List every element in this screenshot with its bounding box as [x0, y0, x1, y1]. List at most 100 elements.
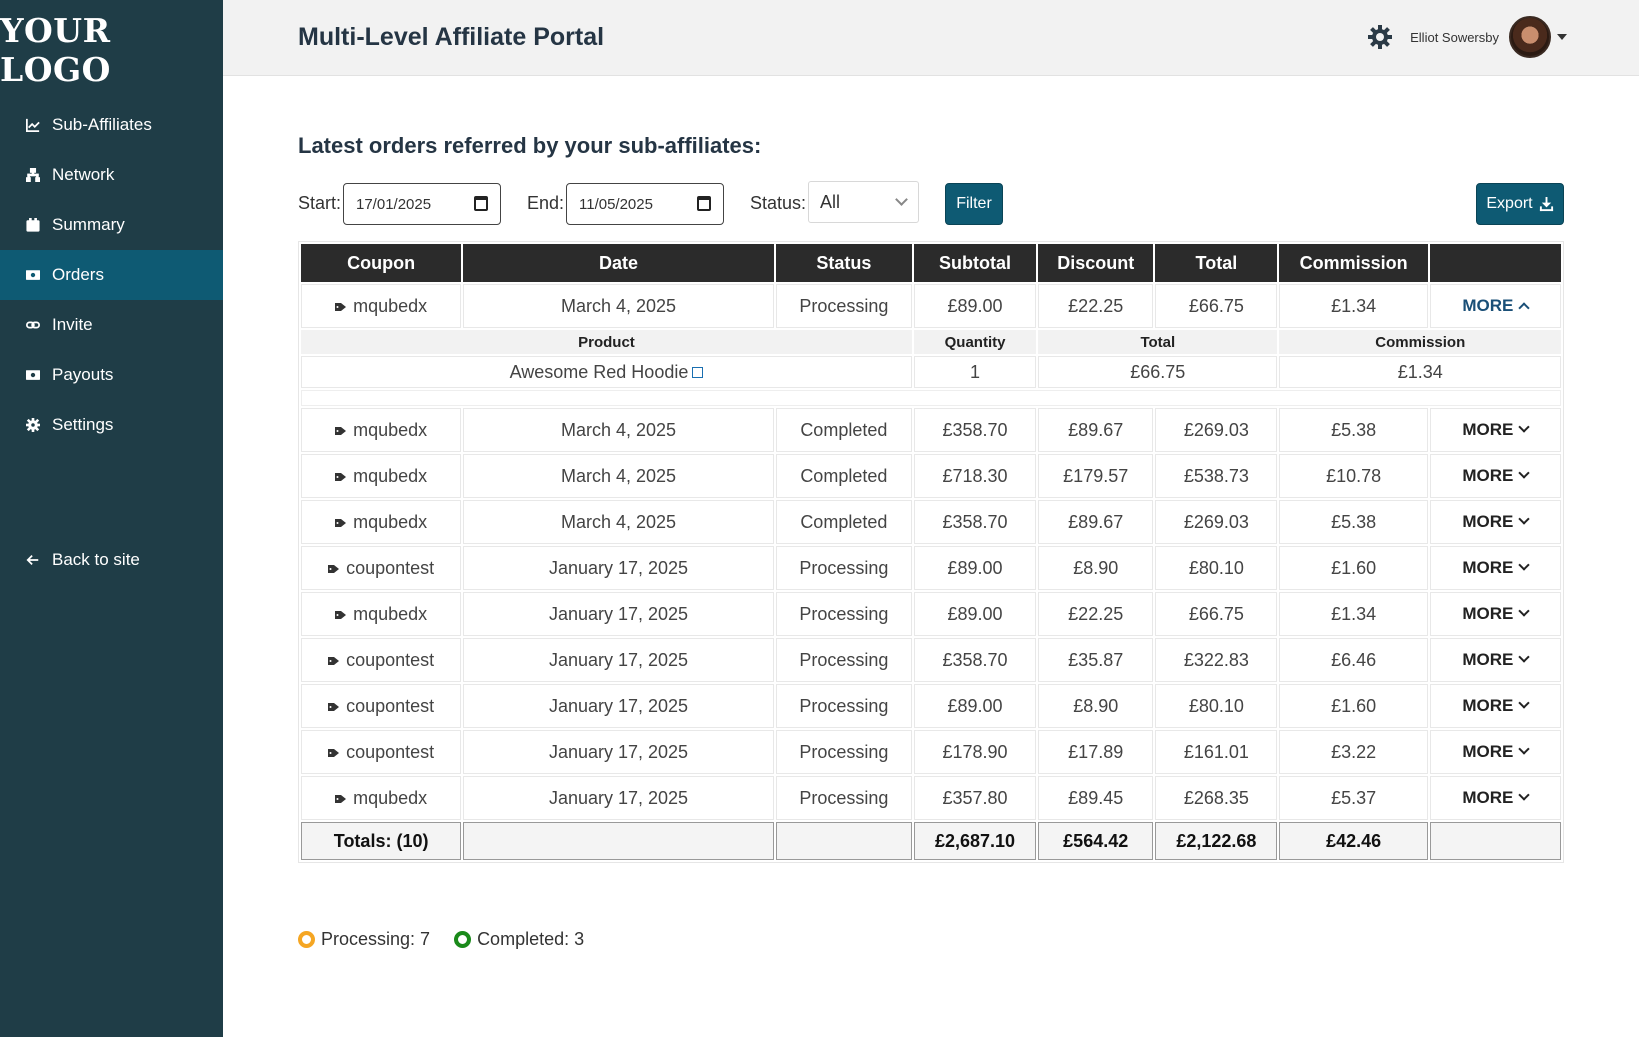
- sidebar-item-settings[interactable]: Settings: [0, 400, 223, 450]
- commission-cell: £1.60: [1279, 546, 1428, 590]
- more-toggle-button[interactable]: MORE: [1429, 592, 1561, 636]
- section-title: Latest orders referred by your sub-affil…: [298, 133, 762, 158]
- user-name[interactable]: Elliot Sowersby: [1410, 29, 1499, 45]
- total-cell: £269.03: [1155, 500, 1278, 544]
- date-cell: March 4, 2025: [463, 454, 774, 498]
- sidebar-item-invite[interactable]: Invite: [0, 300, 223, 350]
- link-icon: [25, 317, 41, 333]
- calendar-icon: [25, 217, 41, 233]
- calendar-icon[interactable]: [474, 196, 488, 211]
- col-header-discount[interactable]: Discount: [1038, 244, 1154, 282]
- calendar-icon[interactable]: [697, 196, 711, 211]
- chart-line-icon: [25, 117, 41, 133]
- legend-processing: Processing: 7: [298, 929, 430, 950]
- status-cell: Processing: [775, 592, 912, 636]
- date-cell: January 17, 2025: [463, 684, 774, 728]
- col-header-total[interactable]: Total: [1155, 244, 1278, 282]
- coupon-cell: coupontest: [301, 638, 462, 682]
- expanded-col-total: Total: [1038, 330, 1278, 354]
- subtotal-cell: £718.30: [913, 454, 1037, 498]
- external-link-icon[interactable]: [692, 367, 704, 379]
- export-button[interactable]: Export: [1476, 183, 1564, 225]
- col-header-date[interactable]: Date: [463, 244, 774, 282]
- more-toggle-button[interactable]: MORE: [1429, 638, 1561, 682]
- more-label: MORE: [1462, 296, 1514, 315]
- discount-cell: £17.89: [1038, 730, 1154, 774]
- quantity-cell: 1: [913, 356, 1037, 388]
- avatar[interactable]: [1509, 16, 1551, 58]
- more-toggle-button[interactable]: MORE: [1429, 408, 1561, 452]
- end-date-value: 11/05/2025: [579, 195, 653, 213]
- more-toggle-button[interactable]: MORE: [1429, 284, 1561, 328]
- coupon-value: mqubedx: [353, 603, 428, 624]
- commission-cell: £1.60: [1279, 684, 1428, 728]
- sidebar-item-label: Summary: [52, 215, 125, 234]
- more-toggle-button[interactable]: MORE: [1429, 500, 1561, 544]
- sidebar-item-network[interactable]: Network: [0, 150, 223, 200]
- gear-icon: [25, 417, 41, 433]
- commission-cell: £1.34: [1279, 592, 1428, 636]
- status-label: Status:: [750, 193, 807, 213]
- commission-cell: £5.38: [1279, 500, 1428, 544]
- table-row: coupontest January 17, 2025 Processing £358…: [301, 638, 1561, 682]
- more-label: MORE: [1462, 604, 1514, 623]
- commission-cell: £5.37: [1279, 776, 1428, 820]
- filter-button[interactable]: Filter: [945, 183, 1003, 225]
- sidebar-item-payouts[interactable]: Payouts: [0, 350, 223, 400]
- col-header-commission[interactable]: Commission: [1279, 244, 1428, 282]
- sidebar-nav: Sub-Affiliates Network Summary Orders In…: [0, 100, 223, 585]
- more-toggle-button[interactable]: MORE: [1429, 454, 1561, 498]
- table-row: mqubedx March 4, 2025 Processing £89.00 £22.…: [301, 284, 1561, 328]
- filters-bar: Start: 17/01/2025 End: 11/05/2025 Status…: [298, 181, 1564, 225]
- tag-icon: [328, 702, 340, 711]
- subtotal-cell: £358.70: [913, 500, 1037, 544]
- total-cell: £268.35: [1155, 776, 1278, 820]
- totals-empty: [775, 822, 912, 860]
- totals-subtotal: £2,687.10: [913, 822, 1037, 860]
- tag-icon: [335, 472, 347, 481]
- back-to-site-link[interactable]: Back to site: [0, 535, 223, 585]
- status-select[interactable]: All: [808, 181, 919, 223]
- product-link[interactable]: Awesome Red Hoodie: [509, 361, 689, 382]
- commission-cell: £10.78: [1279, 454, 1428, 498]
- more-toggle-button[interactable]: MORE: [1429, 546, 1561, 590]
- expanded-col-quantity: Quantity: [913, 330, 1037, 354]
- coupon-value: coupontest: [346, 557, 435, 578]
- more-toggle-button[interactable]: MORE: [1429, 730, 1561, 774]
- discount-cell: £8.90: [1038, 546, 1154, 590]
- expanded-product-row: Awesome Red Hoodie 1 £66.75 £1.34: [301, 356, 1561, 388]
- sidebar-item-orders[interactable]: Orders: [0, 250, 223, 300]
- coupon-cell: mqubedx: [301, 454, 462, 498]
- more-toggle-button[interactable]: MORE: [1429, 684, 1561, 728]
- coupon-cell: mqubedx: [301, 408, 462, 452]
- end-label: End:: [527, 193, 565, 213]
- col-header-coupon[interactable]: Coupon: [301, 244, 462, 282]
- end-date-input[interactable]: 11/05/2025: [566, 183, 724, 225]
- commission-cell: £6.46: [1279, 638, 1428, 682]
- tag-icon: [328, 748, 340, 757]
- start-date-input[interactable]: 17/01/2025: [343, 183, 501, 225]
- settings-gear-icon[interactable]: [1366, 23, 1394, 51]
- col-header-actions: [1429, 244, 1561, 282]
- col-header-status[interactable]: Status: [775, 244, 912, 282]
- discount-cell: £8.90: [1038, 684, 1154, 728]
- coupon-cell: coupontest: [301, 684, 462, 728]
- status-cell: Processing: [775, 684, 912, 728]
- user-menu: Elliot Sowersby: [1366, 16, 1567, 58]
- expanded-header-row: Product Quantity Total Commission: [301, 330, 1561, 354]
- start-date-value: 17/01/2025: [356, 195, 432, 213]
- sidebar: YOUR LOGO Sub-Affiliates Network Summary…: [0, 0, 223, 1037]
- totals-commission: £42.46: [1279, 822, 1428, 860]
- sidebar-item-summary[interactable]: Summary: [0, 200, 223, 250]
- more-toggle-button[interactable]: MORE: [1429, 776, 1561, 820]
- totals-empty: [1429, 822, 1561, 860]
- commission-cell: £5.38: [1279, 408, 1428, 452]
- logo[interactable]: YOUR LOGO: [0, 11, 111, 89]
- total-cell: £161.01: [1155, 730, 1278, 774]
- coupon-value: mqubedx: [353, 465, 428, 486]
- chevron-down-icon[interactable]: [1557, 34, 1567, 40]
- col-header-subtotal[interactable]: Subtotal: [913, 244, 1037, 282]
- date-cell: January 17, 2025: [463, 776, 774, 820]
- status-cell: Processing: [775, 730, 912, 774]
- sidebar-item-sub-affiliates[interactable]: Sub-Affiliates: [0, 100, 223, 150]
